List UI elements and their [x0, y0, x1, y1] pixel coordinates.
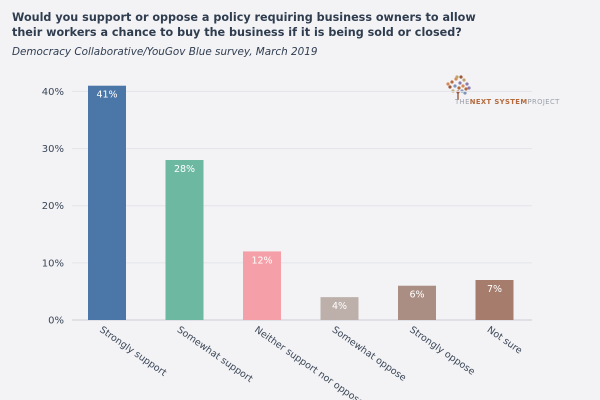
bar [320, 297, 359, 320]
logo-dot [465, 82, 469, 86]
logo-dot [457, 86, 461, 90]
logo-dot [461, 84, 465, 88]
bars: 41% 28% 12% 4% 6% 7% [88, 85, 514, 320]
x-axis-ticks: Strongly support Somewhat supportNeither … [97, 324, 524, 400]
bar-data-label: 28% [174, 164, 195, 175]
logo-dot [458, 81, 462, 85]
y-tick-label: 20% [42, 201, 64, 212]
y-axis-ticks: 0% 10% 20% 30% 40% [42, 87, 64, 327]
logo-dot [462, 78, 466, 82]
x-tick-label: Strongly oppose [407, 324, 477, 377]
y-tick-label: 40% [42, 87, 64, 98]
bar [243, 251, 281, 320]
bar-data-label: 6% [409, 290, 424, 301]
bar [398, 285, 436, 320]
bar-data-label: 12% [251, 255, 272, 266]
gridlines [72, 90, 532, 321]
bar-data-label: 41% [96, 90, 117, 101]
bar-data-label: 4% [332, 301, 347, 312]
bar [475, 280, 514, 320]
x-tick-label: Not sure [485, 324, 524, 356]
logo-dot [459, 75, 463, 79]
logo-dot [467, 86, 471, 90]
y-tick-label: 30% [42, 144, 64, 155]
x-tick-label: Somewhat support [175, 324, 255, 385]
logo-wordmark: THENEXT SYSTEMPROJECT [455, 98, 560, 106]
x-tick-label: Strongly support [97, 324, 168, 379]
logo-dot [446, 82, 450, 86]
x-tick-label: Somewhat oppose [330, 324, 408, 383]
bar [88, 85, 126, 320]
y-tick-label: 10% [42, 258, 64, 269]
chart-title: Would you support or oppose a policy req… [12, 11, 476, 39]
logo-text-strong: NEXT SYSTEM [469, 98, 528, 106]
logo-dot [453, 84, 457, 88]
logo-dot [455, 75, 459, 79]
logo-text-prefix: THE [455, 98, 470, 106]
logo-dot [463, 91, 467, 95]
bar-data-label: 7% [487, 284, 502, 295]
chart-subtitle: Democracy Collaborative/YouGov Blue surv… [12, 46, 318, 58]
logo-dot [464, 87, 468, 91]
bar [165, 160, 204, 320]
logo-dot [450, 80, 454, 84]
logo-dot [448, 85, 452, 89]
logo-text-suffix: PROJECT [527, 98, 560, 106]
y-tick-label: 0% [48, 316, 64, 327]
